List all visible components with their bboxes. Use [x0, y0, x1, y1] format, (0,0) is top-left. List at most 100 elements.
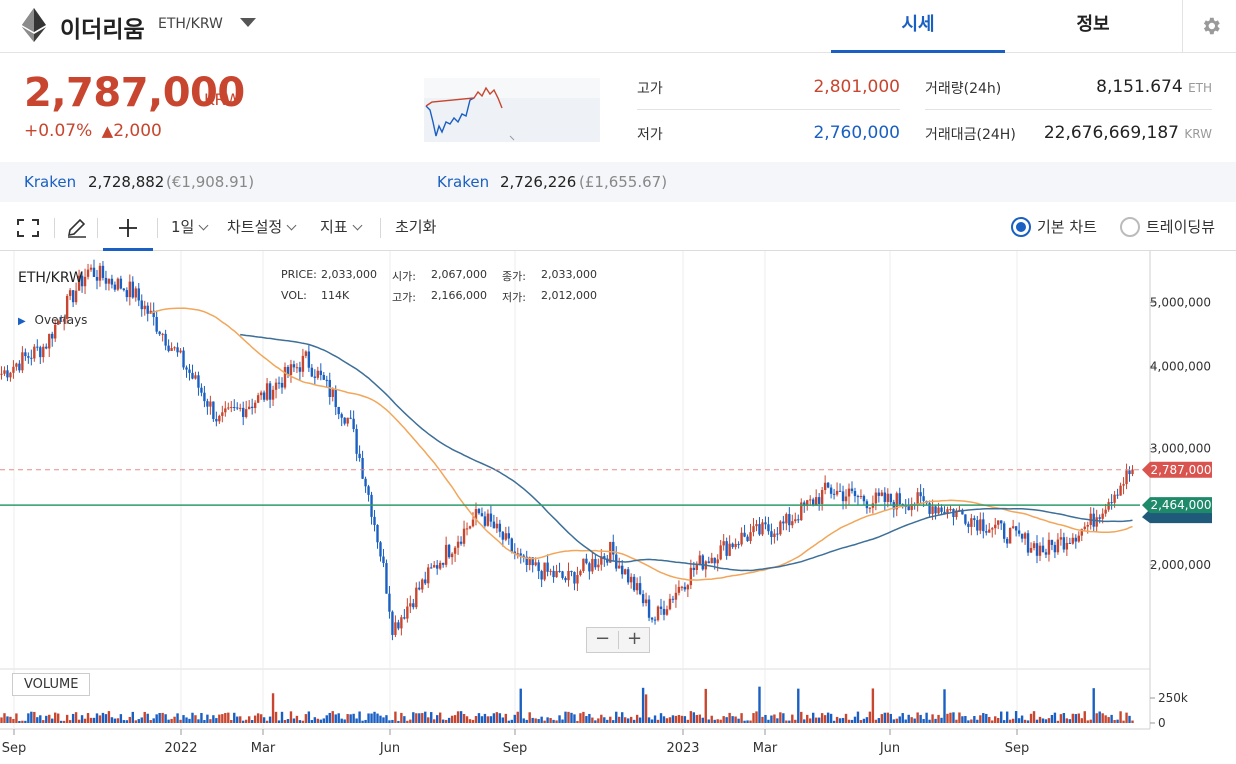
volume-number: 8,151.674: [1096, 77, 1183, 97]
interval-dropdown[interactable]: 1일: [171, 216, 209, 237]
candle-body: [1002, 523, 1006, 539]
radio-basic-chart[interactable]: [1011, 217, 1031, 237]
candle-body: [626, 569, 630, 583]
overlays-toggle[interactable]: ▶ Overlays: [18, 313, 87, 327]
volume-label: VOLUME: [12, 673, 91, 696]
volume-bar: [477, 713, 481, 723]
volume-bar: [913, 718, 916, 723]
ohlc-open: 2,067,000: [431, 268, 487, 281]
coin-select-dropdown-icon[interactable]: [240, 18, 256, 27]
candle-body: [677, 586, 681, 593]
volume-bar: [609, 716, 612, 723]
volume-bar: [468, 719, 472, 723]
volume-bar: [895, 718, 898, 723]
volume-bar: [504, 713, 508, 723]
toolbar-divider: [157, 218, 158, 238]
chart-canvas[interactable]: Sep 2022 Mar Jun Sep 2023 Mar Jun Sep 5,000,000 4,…: [0, 251, 1236, 764]
candle-body: [525, 556, 528, 566]
volume-bar: [456, 711, 460, 723]
candle-body: [638, 583, 642, 595]
candle-body: [236, 407, 239, 409]
candle-body: [188, 369, 191, 373]
candle-body: [970, 518, 973, 527]
ethereum-logo-icon: [22, 8, 46, 42]
volume-bar: [0, 717, 3, 723]
x-tick-label: Mar: [251, 741, 276, 756]
candle-body: [997, 520, 1000, 525]
radio-tradingview[interactable]: [1120, 217, 1140, 237]
volume-unit: ETH: [1188, 81, 1212, 95]
candle-body: [991, 528, 994, 530]
candle-body: [283, 366, 287, 388]
zoom-out-button[interactable]: −: [594, 628, 611, 649]
tab-price[interactable]: 시세: [831, 0, 1005, 53]
radio-basic-label[interactable]: 기본 차트: [1037, 218, 1097, 236]
candle-body: [856, 496, 860, 498]
volume-bar: [394, 711, 397, 723]
volume-bar: [710, 715, 713, 723]
candle-body: [791, 521, 794, 526]
candle-body: [919, 492, 922, 497]
candle-body: [173, 347, 176, 349]
candle-body: [412, 603, 415, 608]
candle-body: [814, 497, 818, 506]
candle-body: [206, 401, 209, 407]
volume-bar: [104, 714, 108, 723]
candle-body: [734, 543, 737, 548]
candle-body: [418, 587, 421, 590]
exchange-name[interactable]: Kraken: [24, 173, 77, 191]
reset-button[interactable]: 초기화: [395, 218, 437, 236]
candle-body: [477, 509, 481, 514]
candle-body: [21, 352, 24, 371]
candle-body: [468, 526, 472, 529]
candle-body: [74, 290, 78, 303]
candle-body: [421, 579, 424, 590]
volume-bar: [101, 712, 105, 723]
volume-bar: [200, 712, 203, 723]
volume-bar: [925, 712, 928, 723]
price-chart[interactable]: Sep 2022 Mar Jun Sep 2023 Mar Jun Sep 5,000,000 4,…: [0, 251, 1236, 764]
volume-bar: [116, 718, 120, 723]
exchange-name[interactable]: Kraken: [437, 173, 490, 191]
volume-bar: [519, 688, 522, 723]
candle-body: [507, 533, 511, 539]
ohlc-price: 2,033,000: [321, 268, 377, 281]
chart-settings-dropdown[interactable]: 차트설정: [227, 216, 297, 237]
volume-bar: [391, 719, 394, 723]
chevron-down-icon: [286, 220, 297, 231]
candle-body: [749, 532, 752, 542]
candle-body: [406, 606, 409, 619]
candle-body: [247, 406, 251, 410]
radio-tradingview-label[interactable]: 트레이딩뷰: [1146, 218, 1216, 236]
volume-bar: [665, 718, 669, 723]
volume-bar: [489, 716, 493, 723]
settings-button[interactable]: [1182, 0, 1236, 53]
candle-body: [170, 348, 173, 351]
coin-name: 이더리움: [60, 17, 145, 43]
indicators-dropdown[interactable]: 지표: [320, 216, 363, 237]
volume-bar: [250, 720, 254, 723]
candle-body: [376, 524, 379, 543]
zoom-divider: [618, 631, 619, 649]
pencil-icon[interactable]: [66, 218, 88, 238]
candle-body: [761, 522, 764, 535]
fullscreen-icon[interactable]: [17, 219, 39, 237]
candle-body: [101, 265, 105, 278]
exchange-foreign-price: (€1,908.91): [166, 173, 255, 191]
volume-bar: [152, 718, 155, 723]
crosshair-icon[interactable]: [118, 218, 138, 238]
candle-body: [116, 278, 120, 290]
candle-body: [841, 491, 845, 502]
volume-bar: [507, 720, 511, 723]
volume-bar: [555, 720, 558, 723]
volume-bar: [224, 713, 227, 723]
volume-bar: [737, 718, 740, 723]
tab-info[interactable]: 정보: [1076, 14, 1110, 35]
candle-body: [221, 412, 224, 416]
zoom-in-button[interactable]: +: [626, 628, 643, 649]
volume-bar: [86, 713, 90, 723]
exchange-price: 2,728,882: [88, 173, 165, 191]
ohlc-low: 2,012,000: [541, 289, 597, 302]
volume-bar: [743, 720, 746, 723]
candle-body: [224, 408, 227, 413]
